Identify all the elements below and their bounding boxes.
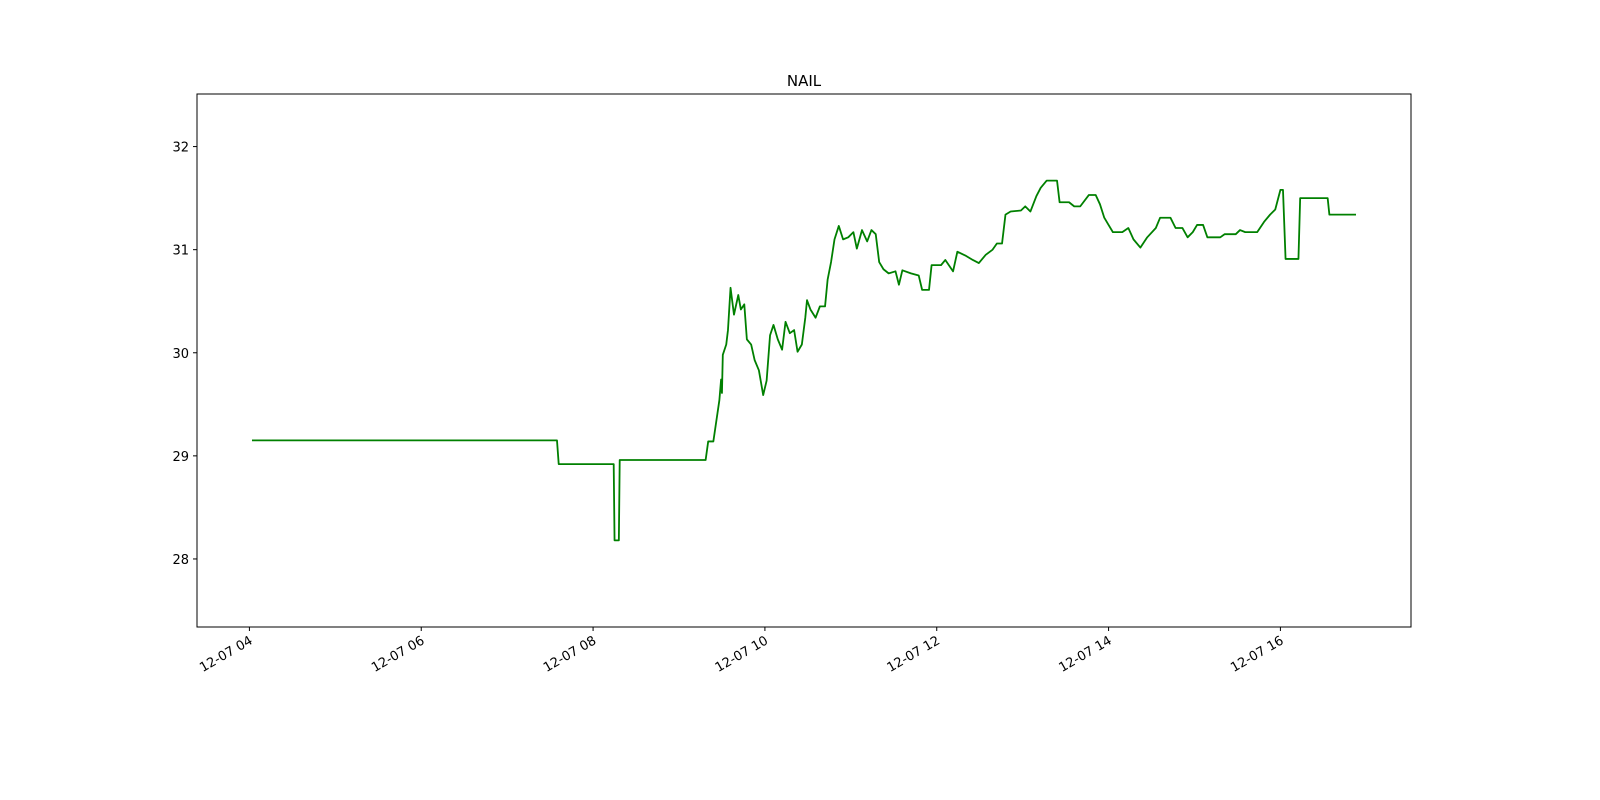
y-tick-label: 28 [172,553,189,568]
x-tick-label: 12-07 10 [713,633,771,675]
x-tick-label: 12-07 08 [541,633,599,675]
plot-frame [196,93,1412,628]
x-tick-label: 12-07 06 [369,633,427,675]
y-tick-label: 32 [172,141,189,156]
line-series [251,179,1357,542]
x-tick-label: 12-07 14 [1056,633,1114,675]
x-tick-label: 12-07 12 [885,633,943,675]
y-tick-label: 29 [172,450,189,465]
chart-title: NAIL [787,72,822,90]
y-tick-label: 31 [172,244,189,259]
x-tick-label: 12-07 16 [1228,633,1286,675]
y-tick-label: 30 [172,347,189,362]
x-tick-label: 12-07 04 [197,633,255,675]
